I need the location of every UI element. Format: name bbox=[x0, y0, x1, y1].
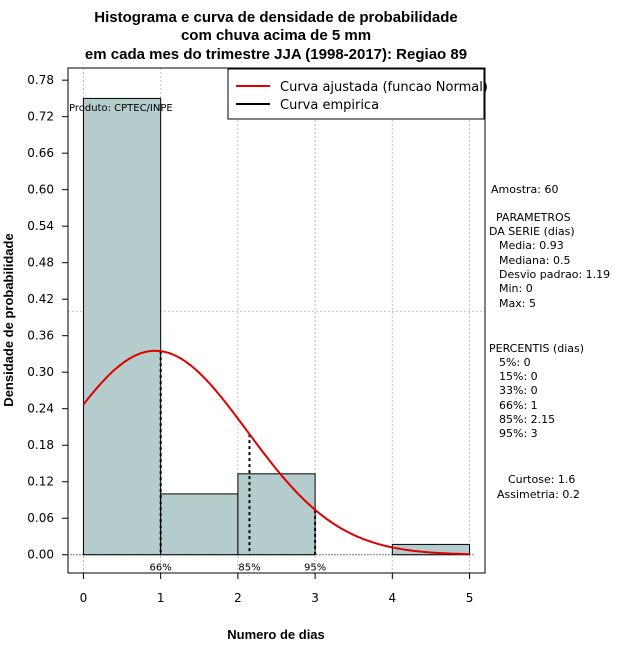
param-min: Min: 0 bbox=[499, 282, 533, 295]
percentil-66: 66%: 1 bbox=[499, 399, 538, 412]
y-tick-label: 0.78 bbox=[27, 73, 54, 87]
y-tick-label: 0.30 bbox=[27, 365, 54, 379]
percentil-5: 5%: 0 bbox=[499, 356, 531, 369]
y-tick-label: 0.66 bbox=[27, 146, 54, 160]
y-tick-label: 0.12 bbox=[27, 475, 54, 489]
y-tick-label: 0.60 bbox=[27, 183, 54, 197]
normal-curve bbox=[82, 349, 470, 556]
statistics-panel: Amostra: 60 PARAMETROS DA SERIE (dias) M… bbox=[489, 183, 610, 501]
percentile-label: 66% bbox=[150, 563, 172, 574]
y-tick-label: 0.42 bbox=[27, 292, 54, 306]
x-tick-label: 4 bbox=[389, 591, 397, 605]
normal-curve-line bbox=[82, 349, 470, 556]
params-title-line-2: DA SERIE (dias) bbox=[489, 225, 575, 238]
curtose: Curtose: 1.6 bbox=[508, 473, 575, 486]
percentile-label: 95% bbox=[304, 563, 326, 574]
legend-curve-normal-label: Curva ajustada (funcao Normal) bbox=[280, 80, 488, 95]
assimetria: Assimetria: 0.2 bbox=[497, 488, 580, 501]
x-tick-label: 5 bbox=[466, 591, 474, 605]
histogram-bar bbox=[160, 493, 239, 556]
y-tick-label: 0.54 bbox=[27, 219, 54, 233]
param-media: Media: 0.93 bbox=[499, 239, 564, 252]
legend-curve-empirical-label: Curva empirica bbox=[280, 98, 379, 113]
param-max: Max: 5 bbox=[499, 297, 536, 310]
sample-size: Amostra: 60 bbox=[491, 183, 558, 196]
x-axis-title: Numero de dias bbox=[227, 627, 325, 642]
percentil-85: 85%: 2.15 bbox=[499, 413, 555, 426]
param-mediana: Mediana: 0.5 bbox=[499, 254, 570, 267]
chart-title-line-2: com chuva acima de 5 mm bbox=[181, 27, 371, 44]
percentil-33: 33%: 0 bbox=[499, 384, 538, 397]
percentile-markers: 66% 85% 95% bbox=[150, 351, 326, 574]
y-tick-label: 0.06 bbox=[27, 511, 54, 525]
x-tick-label: 3 bbox=[311, 591, 319, 605]
histogram-bar bbox=[237, 473, 316, 556]
y-axis-title: Densidade de probabilidade bbox=[1, 233, 16, 406]
chart-title-line-3: em cada mes do trimestre JJA (1998-2017)… bbox=[85, 46, 467, 63]
y-tick-label: 0.24 bbox=[27, 402, 54, 416]
y-tick-label: 0.18 bbox=[27, 438, 54, 452]
x-tick-label: 1 bbox=[157, 591, 165, 605]
legend-box bbox=[227, 68, 485, 120]
percentil-95: 95%: 3 bbox=[499, 427, 538, 440]
histogram-bars bbox=[67, 97, 474, 556]
percentis-title: PERCENTIS (dias) bbox=[489, 342, 584, 355]
product-label: Produto: CPTEC/INPE bbox=[69, 103, 173, 114]
y-tick-label: 0.48 bbox=[27, 256, 54, 270]
histogram-bar bbox=[82, 97, 162, 556]
percentile-label: 85% bbox=[238, 563, 260, 574]
params-title-line-1: PARAMETROS bbox=[496, 211, 571, 224]
percentil-15: 15%: 0 bbox=[499, 370, 538, 383]
y-tick-label: 0.72 bbox=[27, 110, 54, 124]
y-tick-label: 0.00 bbox=[27, 548, 54, 562]
x-axis: 0 1 2 3 4 5 bbox=[80, 573, 474, 605]
chart-title-line-1: Histograma e curva de densidade de proba… bbox=[94, 9, 457, 26]
x-tick-label: 0 bbox=[80, 591, 88, 605]
y-axis: 0.00 0.06 0.12 0.18 0.24 0.30 0.36 0.42 0.48 0.54… bbox=[27, 73, 68, 562]
plot-frame bbox=[67, 67, 486, 574]
param-desvio: Desvio padrao: 1.19 bbox=[499, 268, 610, 281]
legend: Curva ajustada (funcao Normal) Curva emp… bbox=[227, 68, 488, 120]
y-tick-label: 0.36 bbox=[27, 329, 54, 343]
x-tick-label: 2 bbox=[234, 591, 242, 605]
